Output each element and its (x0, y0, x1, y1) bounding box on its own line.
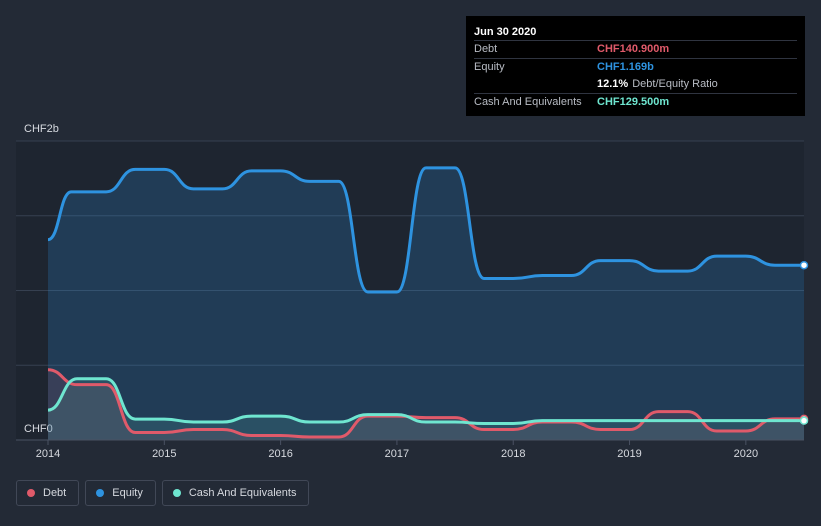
x-tick-label-2015: 2015 (152, 448, 176, 460)
debt-area (48, 369, 804, 440)
y-tick-label-bottom: CHF0 (24, 423, 53, 435)
cash-end-marker (799, 416, 809, 425)
legend-equity-dot (96, 489, 105, 497)
x-tick-label-2019: 2019 (617, 448, 641, 460)
tooltip-date: Jun 30 2020 (474, 26, 537, 38)
cash-area (48, 378, 804, 440)
x-tick-label-2016: 2016 (268, 448, 292, 460)
x-tick-label-2014: 2014 (36, 448, 60, 460)
x-tick-label-2018: 2018 (501, 448, 525, 460)
tooltip-cash-label: Cash And Equivalents (474, 96, 582, 108)
tooltip-ratio-label: Debt/Equity Ratio (632, 78, 718, 90)
tooltip-equity-value: CHF1.169b (597, 61, 654, 73)
legend-cash-label: Cash And Equivalents (188, 487, 297, 499)
legend-debt-label: Debt (43, 487, 67, 499)
legend-debt-dot (27, 489, 35, 497)
debt-line (47, 368, 804, 439)
tooltip-equity-label: Equity (474, 61, 505, 73)
tooltip-debt-row: Debt CHF140.900m (474, 40, 797, 58)
equity-end-marker (799, 260, 809, 270)
tooltip-ratio-value: 12.1% (597, 78, 629, 90)
tooltip-debt-label: Debt (474, 43, 498, 55)
legend-item-equity[interactable]: Equity (85, 480, 156, 506)
x-tick-label-2020: 2020 (734, 448, 758, 460)
legend-item-debt[interactable]: Debt (16, 480, 80, 506)
tooltip-equity-row: Equity CHF1.169b (474, 58, 797, 76)
cash-line (47, 377, 804, 426)
legend-equity-label: Equity (112, 487, 143, 499)
chart-legend: Debt Equity Cash And Equivalents (16, 480, 310, 506)
legend-item-cash[interactable]: Cash And Equivalents (161, 480, 310, 506)
y-tick-label-top: CHF2b (24, 123, 59, 135)
legend-cash-dot (172, 489, 181, 497)
tooltip-ratio-row: 12.1% Debt/Equity Ratio (474, 76, 797, 93)
tooltip-cash-row: Cash And Equivalents CHF129.500m (474, 93, 797, 111)
data-tooltip: Jun 30 2020 Debt CHF140.900m Equity CHF1… (466, 16, 805, 116)
equity-area (48, 167, 804, 440)
x-tick-label-2017: 2017 (385, 448, 409, 460)
tooltip-debt-value: CHF140.900m (597, 43, 670, 55)
tooltip-cash-value: CHF129.500m (597, 96, 670, 108)
equity-line (47, 166, 804, 294)
